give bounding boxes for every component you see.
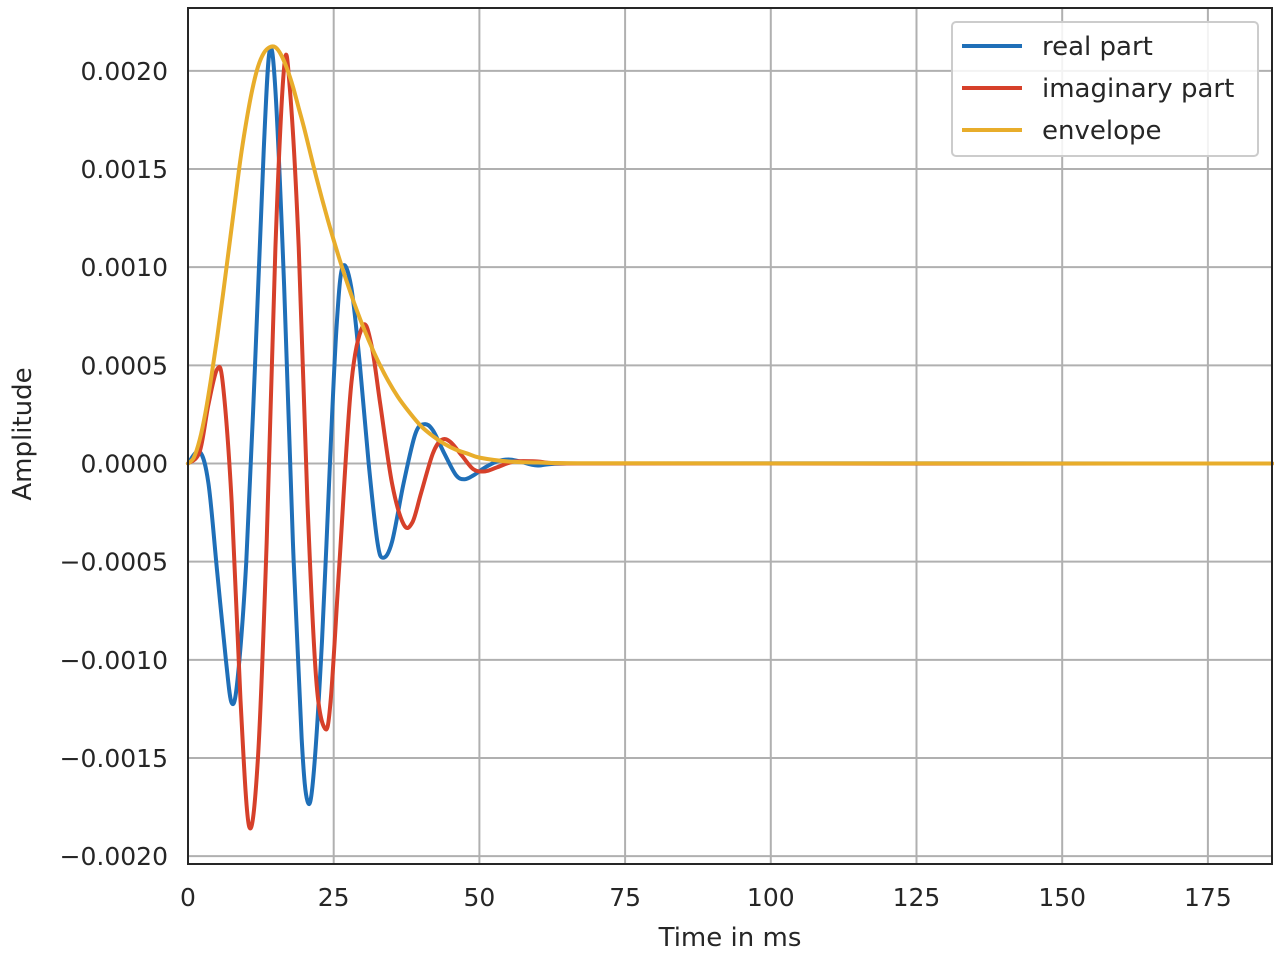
y-tick-label: 0.0010 [81,253,168,282]
y-tick-label: 0.0000 [81,449,168,478]
x-tick-label: 150 [1038,883,1086,912]
legend-box [951,21,1259,157]
y-tick-label: −0.0005 [60,548,168,577]
y-tick-label: −0.0015 [60,744,168,773]
x-tick-label: 75 [609,883,641,912]
x-axis-label: Time in ms [658,923,802,953]
series-line-real-part [186,45,1274,807]
y-axis-label: Amplitude [8,367,38,500]
series-line-imaginary-part [186,52,1274,831]
x-tick-label: 25 [318,883,350,912]
plot-series [186,44,1274,831]
y-tick-label: 0.0015 [81,155,168,184]
x-tick-label: 125 [893,883,941,912]
x-tick-label: 175 [1184,883,1232,912]
plot-frame [187,7,1273,865]
x-tick-label: 50 [463,883,495,912]
legend-label-envelope: envelope [1042,116,1162,146]
x-tick-label: 0 [180,883,196,912]
x-tick-label: 100 [747,883,795,912]
legend-label-real-part: real part [1042,32,1153,62]
tick-labels: 0 25 50 75 100 125 150 175 0.0020 0.0015 0.0010 0.0… [60,57,1232,912]
y-tick-label: −0.0010 [60,646,168,675]
legend: real part imaginary part envelope [951,21,1259,157]
y-tick-label: 0.0020 [81,57,168,86]
series-line-envelope [186,44,1274,466]
y-tick-label: −0.0020 [60,842,168,871]
legend-label-imaginary-part: imaginary part [1042,74,1234,104]
y-tick-label: 0.0005 [81,351,168,380]
